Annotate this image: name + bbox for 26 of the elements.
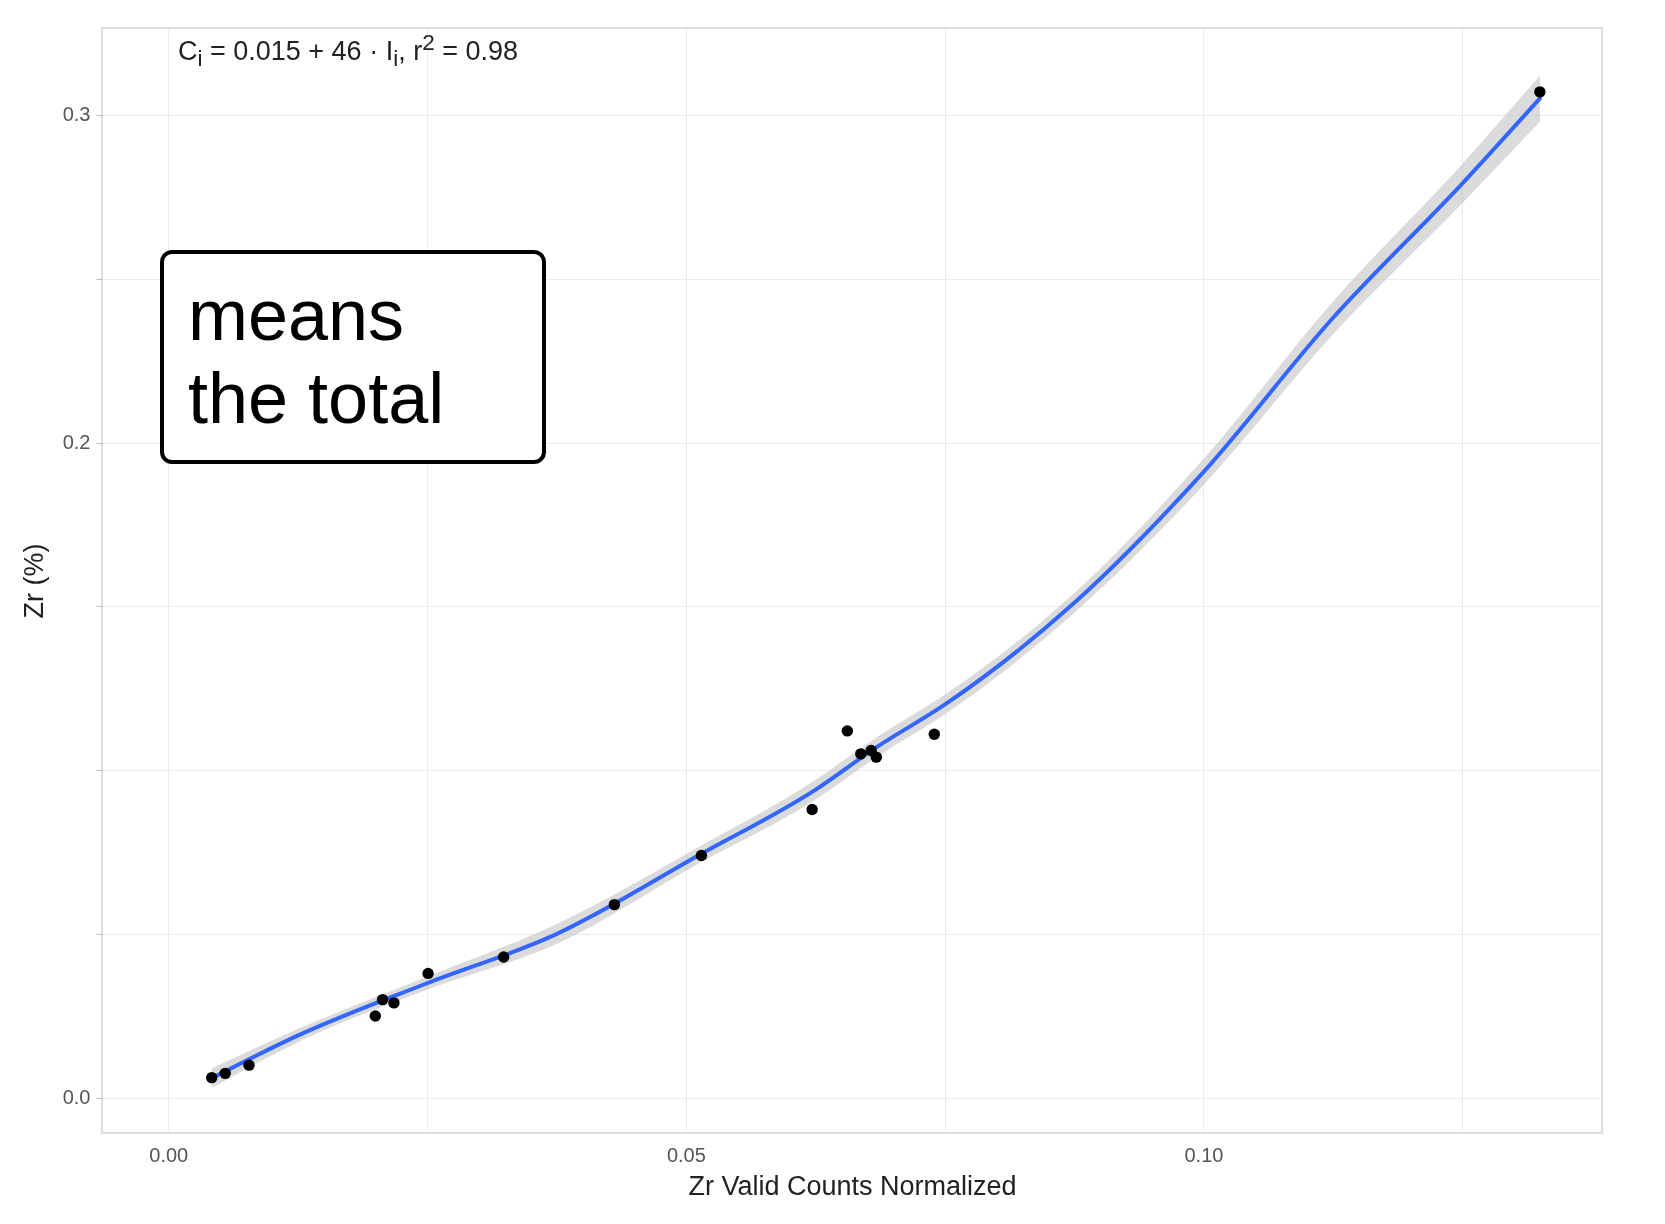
point (388, 997, 400, 1009)
point (243, 1059, 255, 1071)
annotation: C$_{i}$ = 0.015 + 46 · I$_{i}$, r$^{2}$ = 0.98 (178, 30, 518, 73)
y-tick-label: 0.3 (62, 103, 91, 126)
text-box: means the total (160, 250, 546, 464)
point (806, 803, 818, 816)
point (841, 725, 854, 737)
x-axis-title: Zr Valid Counts Normalized (688, 1170, 1017, 1201)
point (206, 1071, 218, 1084)
x-tick-label: 0.00 (149, 1143, 189, 1166)
x-tick-label: 0.05 (666, 1143, 706, 1166)
point (870, 751, 883, 763)
y-axis-title: Zr (%) (18, 543, 49, 619)
y-tick-label: 0.0 (62, 1086, 91, 1109)
point (928, 728, 940, 740)
point (422, 967, 434, 980)
point (1534, 86, 1546, 98)
point (219, 1067, 231, 1080)
point (376, 993, 389, 1006)
y-tick-label: 0.2 (62, 431, 91, 454)
point (369, 1010, 381, 1022)
point (695, 849, 708, 862)
point (497, 951, 510, 963)
point (855, 748, 867, 760)
x-tick-label: 0.10 (1184, 1143, 1224, 1166)
point (608, 898, 621, 911)
